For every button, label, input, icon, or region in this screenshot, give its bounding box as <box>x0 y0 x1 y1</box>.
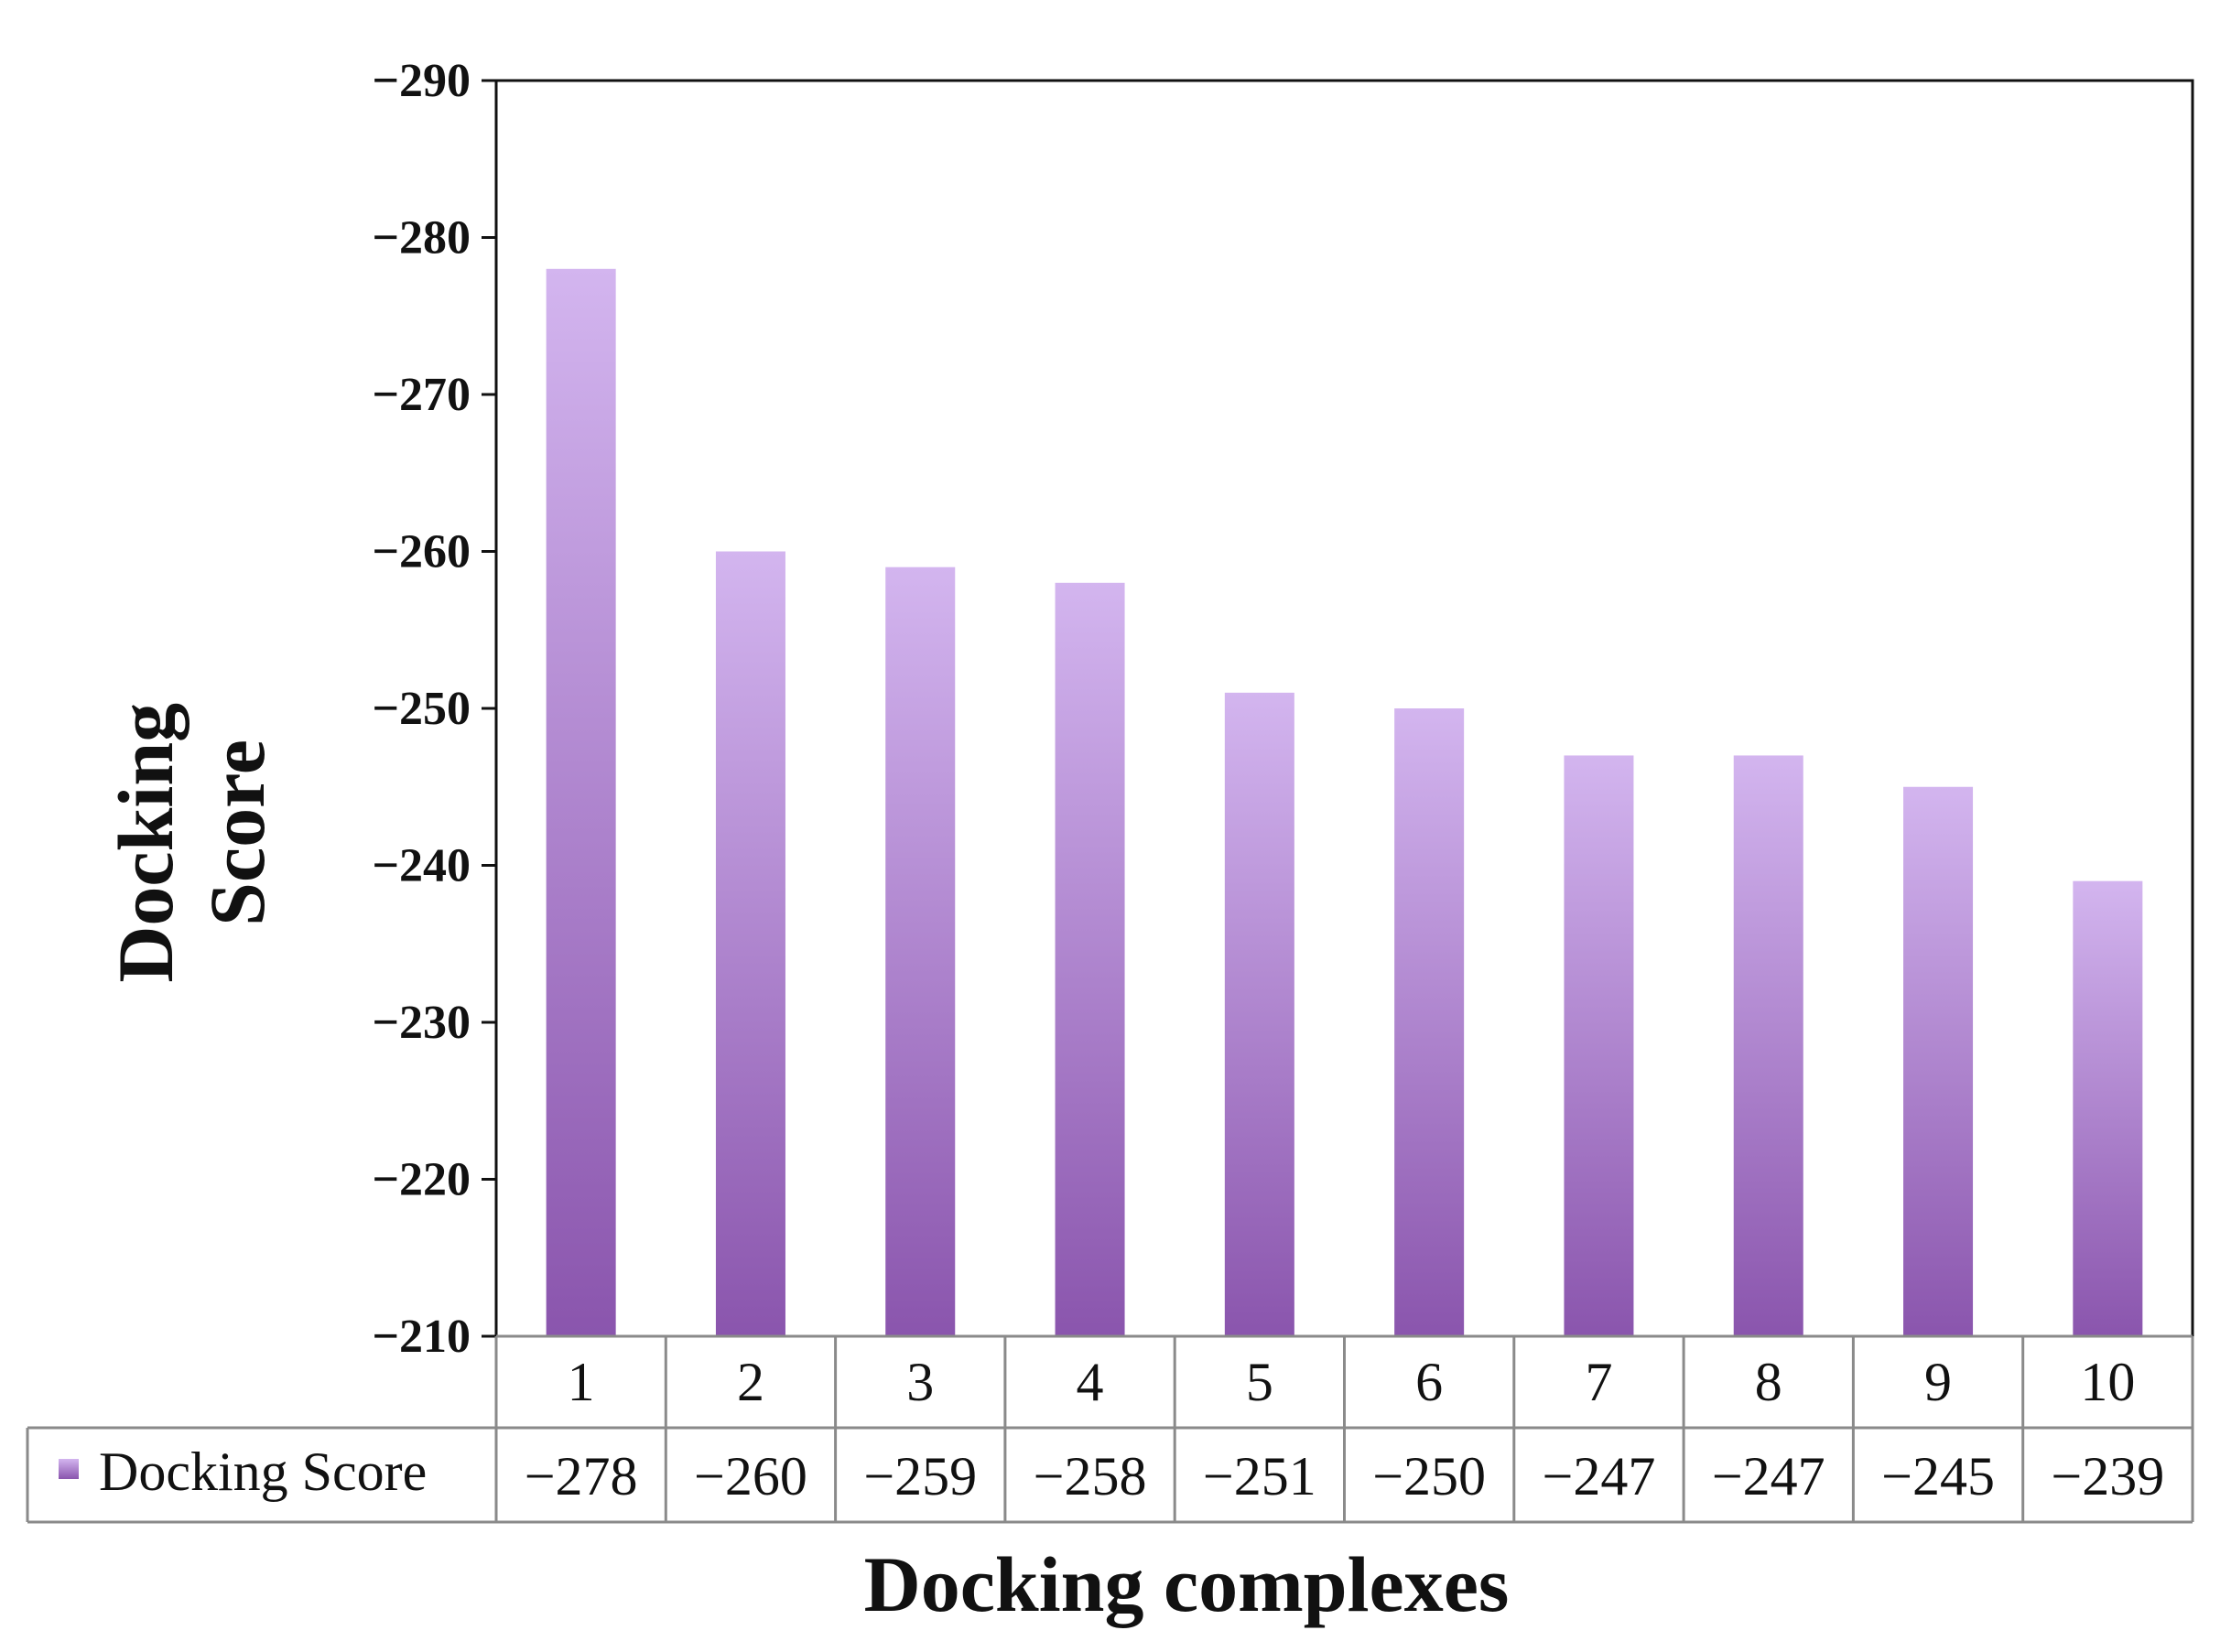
bar-complex-4 <box>1055 582 1125 1336</box>
bar-complex-10 <box>2073 880 2143 1336</box>
data-table-value: −259 <box>863 1446 977 1506</box>
y-tick-label: −250 <box>372 683 471 735</box>
x-category-label: 3 <box>906 1352 934 1412</box>
data-table-value: −260 <box>694 1446 807 1506</box>
y-axis: −290 −280 −270 −260 −250 −240 −230 −220 −210 <box>372 55 498 1363</box>
x-category-label: 4 <box>1077 1352 1104 1412</box>
y-tick-label: −240 <box>372 840 471 892</box>
x-category-label: 7 <box>1585 1352 1612 1412</box>
y-tick-label: −290 <box>372 55 471 107</box>
bar-complex-9 <box>1903 786 1974 1336</box>
bar-complex-6 <box>1394 708 1465 1336</box>
bar-complex-8 <box>1733 755 1803 1336</box>
x-category-label: 9 <box>1924 1352 1952 1412</box>
y-tick-label: −280 <box>372 212 471 265</box>
x-category-label: 8 <box>1755 1352 1782 1412</box>
y-axis-title-line-1: Docking <box>102 703 190 983</box>
x-category-label: 10 <box>2080 1352 2135 1412</box>
x-category-label: 1 <box>568 1352 595 1412</box>
data-table-value: −247 <box>1543 1446 1656 1506</box>
y-tick-label: −210 <box>372 1311 471 1363</box>
y-axis-title-line-2: Score <box>193 740 281 926</box>
bars <box>546 268 2143 1336</box>
data-table-value: −247 <box>1712 1446 1825 1506</box>
bar-complex-1 <box>546 268 616 1336</box>
x-category-label: 2 <box>737 1352 764 1412</box>
y-tick-label: −220 <box>372 1154 471 1206</box>
x-category-label: 6 <box>1415 1352 1443 1412</box>
data-table-value: −278 <box>525 1446 638 1506</box>
data-table-value: −251 <box>1203 1446 1316 1506</box>
data-table: 1 −278 2 −260 3 −259 4 −258 5 −251 6 −250 7 −247 8 −247… <box>26 1334 2194 1524</box>
y-tick-label: −260 <box>372 526 471 578</box>
data-table-value: −245 <box>1881 1446 1995 1506</box>
x-category-label: 5 <box>1246 1352 1273 1412</box>
bar-complex-5 <box>1224 692 1294 1336</box>
bar-complex-2 <box>715 551 785 1336</box>
bar-complex-3 <box>885 567 956 1336</box>
data-table-value: −239 <box>2051 1446 2164 1506</box>
legend-label: Docking Score <box>99 1441 427 1502</box>
legend-swatch <box>59 1459 79 1479</box>
data-table-value: −250 <box>1372 1446 1486 1506</box>
y-tick-label: −230 <box>372 997 471 1049</box>
y-axis-title: Docking Score <box>102 683 281 982</box>
x-axis-title: Docking complexes <box>864 1540 1510 1628</box>
data-table-value: −258 <box>1034 1446 1147 1506</box>
bar-complex-7 <box>1564 755 1634 1336</box>
y-tick-label: −270 <box>372 369 471 421</box>
